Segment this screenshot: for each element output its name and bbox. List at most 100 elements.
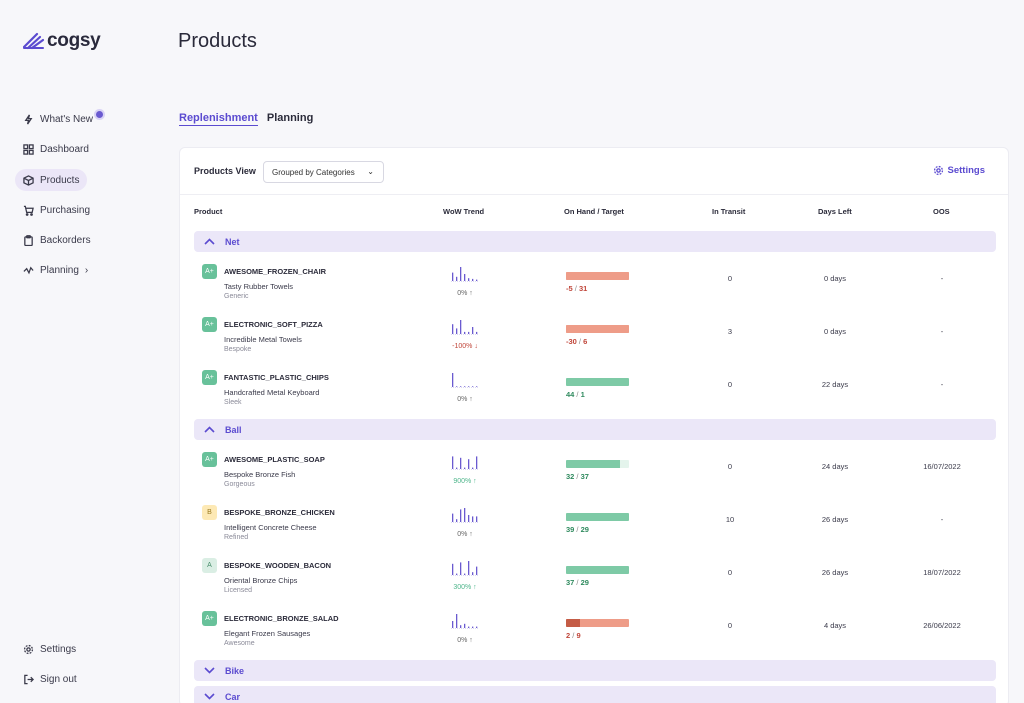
table-row[interactable]: A+ ELECTRONIC_SOFT_PIZZA Incredible Metal … [180,313,1008,366]
trend-bar [452,272,454,281]
trend-label: 0% ↑ [457,290,473,297]
table-row[interactable]: A+ FANTASTIC_PLASTIC_CHIPS Handcrafted Met… [180,366,1008,419]
trend-bar [464,274,466,281]
grouping-select[interactable]: Grouped by Categories ⌄ [263,161,384,183]
oos-value: - [940,515,944,524]
product-category: Gorgeous [224,481,255,488]
trend-label: 900% ↑ [453,478,477,485]
trend-bar [464,623,466,628]
trend-label: 0% ↑ [457,396,473,403]
trend-bar [472,572,474,575]
separator: / [574,472,581,481]
sidebar-item-products[interactable]: Products [15,169,88,191]
settings-button[interactable]: Settings [933,165,985,176]
column-header-wow-trend[interactable]: WoW Trend [443,207,485,216]
trend-bar [452,456,454,469]
group-header-ball[interactable]: Ball [194,419,996,440]
sidebar-item-dashboard[interactable]: Dashboard [15,138,97,160]
trend-bar [476,331,478,334]
trend-bar [452,513,454,522]
days-left-value: 26 days [821,515,849,524]
tab-planning[interactable]: Planning [266,112,314,124]
table-row[interactable]: A+ AWESOME_PLASTIC_SOAP Bespoke Bronze Fis… [180,448,1008,501]
stock-bar [566,272,629,280]
trend-bar [468,386,470,387]
sidebar-item-planning[interactable]: Planning › [15,259,96,281]
grade-badge: A+ [202,317,217,332]
column-header-product[interactable]: Product [194,207,223,216]
trend-bar [472,626,474,628]
trend-bar [460,320,462,334]
chevron-down-icon [204,693,216,700]
trend-bar [464,467,466,469]
trend-sparkline [451,320,479,335]
product-category: Bespoke [224,346,252,353]
oos-value: - [940,327,944,336]
sidebar-item-whats-new[interactable]: What's New [15,108,111,130]
on-hand-value: 2 [566,631,571,640]
products-card: Products View Grouped by Categories ⌄ Se… [179,147,1009,703]
column-header-oos[interactable]: OOS [933,207,950,216]
separator: / [574,578,581,587]
gear-icon [23,644,34,655]
table-row[interactable]: A+ ELECTRONIC_BRONZE_SALAD Elegant Frozen … [180,607,1008,660]
separator: / [576,337,584,346]
grid-icon [23,143,34,155]
product-sku[interactable]: AWESOME_PLASTIC_SOAP [224,455,325,464]
bolt-icon [23,114,34,125]
on-hand-target: -5 / 31 [566,284,587,293]
table-row[interactable]: B BESPOKE_BRONZE_CHICKEN Intelligent Concr… [180,501,1008,554]
group-name: Ball [225,424,242,435]
sidebar-item-sign-out[interactable]: Sign out [15,668,85,690]
product-category: Generic [224,293,249,300]
product-sku[interactable]: ELECTRONIC_SOFT_PIZZA [224,320,323,329]
separator: / [574,525,581,534]
column-header-in-transit[interactable]: In Transit [712,207,746,216]
trend-bar [476,456,478,469]
trend-bar [468,561,470,575]
product-name: Bespoke Bronze Fish [224,470,296,479]
trend-bar [456,328,458,334]
page-title: Products [178,30,257,52]
in-transit-value: 0 [727,621,733,630]
trend-bar [476,566,478,575]
group-header-car[interactable]: Car [194,686,996,703]
box-icon [23,174,34,186]
sidebar-item-purchasing[interactable]: Purchasing [15,199,98,221]
sidebar-item-backorders[interactable]: Backorders [15,229,99,251]
group-header-bike[interactable]: Bike [194,660,996,681]
trend-bar [456,614,458,628]
chevron-down-icon: ⌄ [367,167,374,176]
on-hand-target: 2 / 9 [566,631,581,640]
cart-icon [23,205,34,216]
trend-bar [460,562,462,575]
tab-replenishment[interactable]: Replenishment [179,112,258,126]
column-header-days-left[interactable]: Days Left [818,207,852,216]
sidebar-item-settings[interactable]: Settings [15,638,84,660]
oos-value: 26/06/2022 [923,621,961,630]
oos-value: - [940,274,944,283]
group-name: Bike [225,665,245,676]
trend-label: -100% ↓ [452,343,478,350]
stock-bar-fill [566,460,621,468]
in-transit-value: 10 [725,515,735,524]
in-transit-value: 0 [727,380,733,389]
trend-bar [468,278,470,281]
sidebar: cogsy What's New Dashboard Products Purc… [0,0,160,703]
product-sku[interactable]: FANTASTIC_PLASTIC_CHIPS [224,373,329,382]
product-category: Licensed [224,587,253,594]
trend-bar [464,386,466,387]
column-header-on-hand-target[interactable]: On Hand / Target [564,207,624,216]
group-header-net[interactable]: Net [194,231,996,252]
trend-bar [460,509,462,522]
product-sku[interactable]: BESPOKE_WOODEN_BACON [224,561,332,570]
target-value: 31 [578,284,588,293]
product-sku[interactable]: AWESOME_FROZEN_CHAIR [224,267,327,276]
cogsy-logo[interactable]: cogsy [23,30,101,52]
product-sku[interactable]: ELECTRONIC_BRONZE_SALAD [224,614,339,623]
table-row[interactable]: A+ AWESOME_FROZEN_CHAIR Tasty Rubber Towel… [180,260,1008,313]
product-category: Sleek [224,399,242,406]
days-left-value: 0 days [823,327,847,336]
table-row[interactable]: A BESPOKE_WOODEN_BACON Oriental Bronze Chi… [180,554,1008,607]
product-sku[interactable]: BESPOKE_BRONZE_CHICKEN [224,508,335,517]
